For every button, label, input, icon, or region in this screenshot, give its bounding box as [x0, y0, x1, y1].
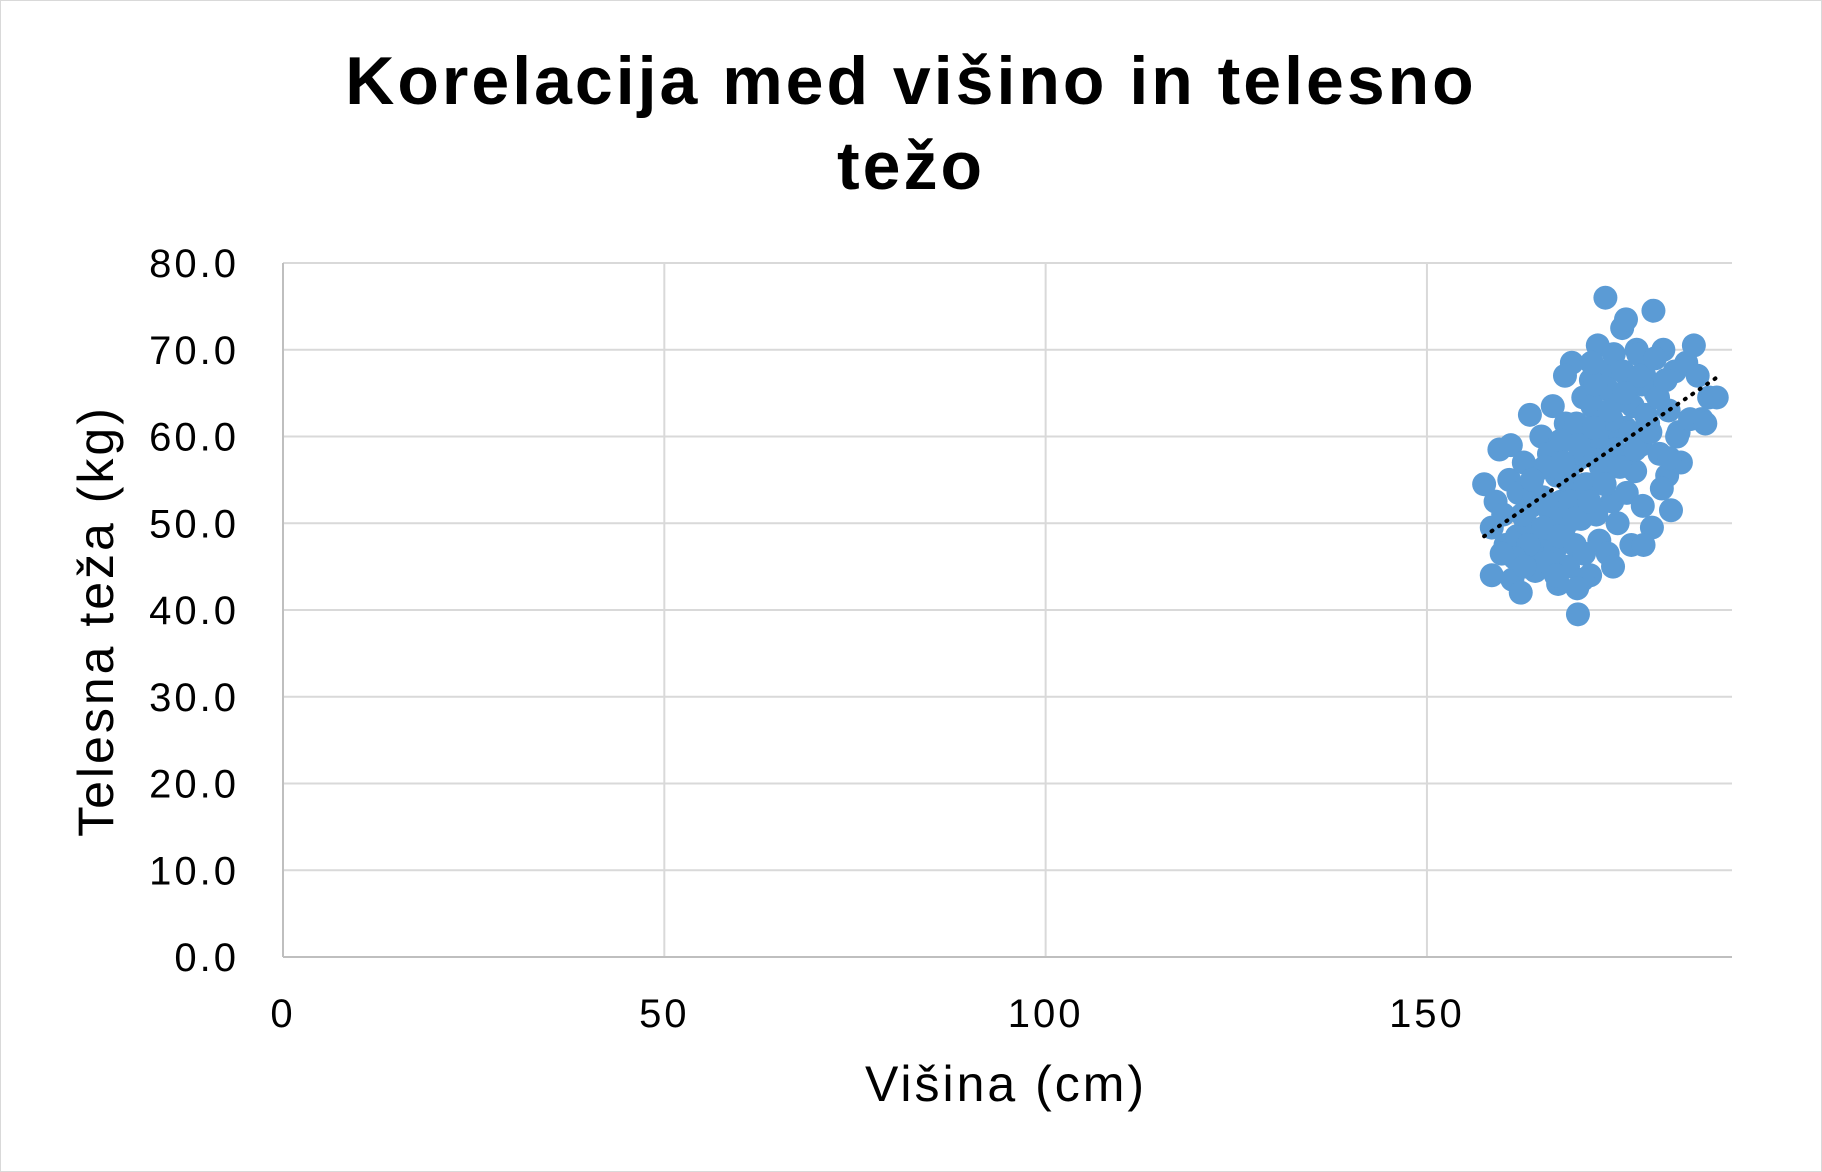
gridlines — [283, 262, 1732, 957]
x-tick-label: 100 — [1008, 992, 1084, 1036]
data-point — [1592, 472, 1617, 497]
data-point — [1614, 480, 1639, 505]
data-point — [1681, 333, 1706, 358]
data-point — [1627, 363, 1652, 388]
data-point — [1562, 506, 1587, 531]
data-point — [1489, 541, 1514, 566]
y-tick-label: 20.0 — [149, 763, 239, 807]
data-point — [1479, 563, 1504, 588]
data-point — [1565, 576, 1590, 601]
y-tick-label: 10.0 — [149, 849, 239, 893]
data-point — [1613, 307, 1638, 332]
y-tick-label: 30.0 — [149, 676, 239, 720]
data-point — [1512, 554, 1537, 579]
data-point — [1657, 446, 1682, 471]
y-tick-label: 40.0 — [149, 589, 239, 633]
data-point — [1543, 563, 1568, 588]
data-point — [1508, 580, 1533, 605]
data-point — [1517, 402, 1542, 427]
trendline — [1482, 375, 1719, 539]
data-point — [1693, 411, 1718, 436]
data-point — [1685, 363, 1710, 388]
chart-title-line-2: težo — [837, 128, 985, 204]
data-point — [1472, 472, 1497, 497]
data-point — [1597, 398, 1622, 423]
data-points — [1472, 285, 1729, 627]
y-tick-label: 0.0 — [174, 936, 239, 980]
chart-title-line-1: Korelacija med višino in telesno — [345, 43, 1476, 119]
y-tick-label: 70.0 — [149, 329, 239, 373]
data-point — [1605, 511, 1630, 536]
y-tick-label: 60.0 — [149, 416, 239, 460]
data-point — [1601, 554, 1626, 579]
data-point — [1583, 372, 1608, 397]
data-point — [1638, 420, 1663, 445]
data-point — [1551, 450, 1576, 475]
y-axis-title: Telesna teža (kg) — [68, 405, 124, 837]
data-point — [1642, 346, 1667, 371]
x-tick-label: 150 — [1389, 992, 1465, 1036]
y-tick-label: 80.0 — [149, 242, 239, 286]
data-point — [1593, 285, 1618, 310]
data-point — [1704, 385, 1729, 410]
data-point — [1546, 524, 1571, 549]
data-point — [1520, 467, 1545, 492]
x-tick-label: 50 — [639, 992, 690, 1036]
data-point — [1510, 502, 1535, 527]
data-point — [1566, 433, 1591, 458]
data-point — [1631, 532, 1656, 557]
data-point — [1630, 493, 1655, 518]
data-point — [1540, 394, 1565, 419]
x-axis-ticks: 0 50 100 150 — [270, 992, 1465, 1036]
axes — [282, 263, 1732, 958]
data-point — [1577, 489, 1602, 514]
data-point — [1498, 433, 1523, 458]
data-point — [1581, 415, 1606, 440]
data-point — [1641, 298, 1666, 323]
x-axis-title: Višina (cm) — [865, 1056, 1147, 1112]
trendline-group — [1482, 375, 1719, 539]
data-point — [1552, 363, 1577, 388]
data-point — [1649, 476, 1674, 501]
data-point — [1623, 437, 1648, 462]
data-point — [1653, 368, 1678, 393]
data-point — [1665, 424, 1690, 449]
y-axis-ticks: 0.0 10.0 20.0 30.0 40.0 50.0 60.0 70.0 80.0 — [149, 242, 239, 980]
data-point — [1612, 381, 1637, 406]
y-tick-label: 50.0 — [149, 502, 239, 546]
data-point — [1565, 602, 1590, 627]
data-point — [1658, 498, 1683, 523]
x-tick-label: 0 — [270, 992, 295, 1036]
data-point — [1579, 350, 1604, 375]
data-point — [1607, 454, 1632, 479]
